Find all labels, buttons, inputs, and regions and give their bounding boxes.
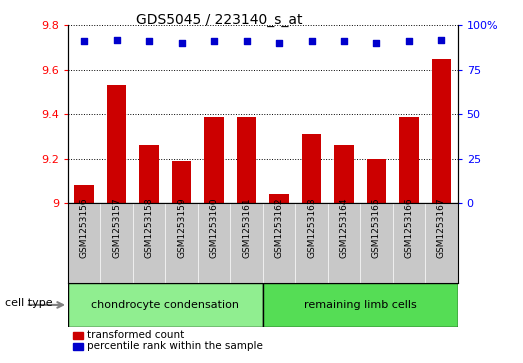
Bar bbox=[68, 283, 263, 327]
Bar bbox=[367, 159, 386, 203]
Bar bbox=[263, 283, 458, 327]
Point bbox=[145, 38, 153, 44]
Point bbox=[177, 40, 186, 46]
Bar bbox=[140, 146, 159, 203]
Point bbox=[340, 38, 348, 44]
Bar bbox=[172, 161, 191, 203]
Point bbox=[112, 37, 121, 42]
Point bbox=[242, 38, 251, 44]
Bar bbox=[237, 117, 256, 203]
Bar bbox=[302, 134, 321, 203]
Bar bbox=[74, 185, 94, 203]
Bar bbox=[399, 117, 418, 203]
Bar bbox=[107, 85, 127, 203]
Point bbox=[437, 37, 446, 42]
Point bbox=[308, 38, 316, 44]
Text: remaining limb cells: remaining limb cells bbox=[304, 300, 417, 310]
Text: cell type: cell type bbox=[5, 298, 53, 308]
Text: transformed count: transformed count bbox=[87, 330, 184, 340]
Point bbox=[210, 38, 218, 44]
Point bbox=[372, 40, 381, 46]
Bar bbox=[204, 117, 224, 203]
Text: percentile rank within the sample: percentile rank within the sample bbox=[87, 341, 263, 351]
Bar bbox=[269, 195, 289, 203]
Bar bbox=[334, 146, 354, 203]
Bar bbox=[431, 59, 451, 203]
Point bbox=[405, 38, 413, 44]
Text: GDS5045 / 223140_s_at: GDS5045 / 223140_s_at bbox=[137, 13, 303, 27]
Point bbox=[275, 40, 283, 46]
Text: chondrocyte condensation: chondrocyte condensation bbox=[92, 300, 240, 310]
Point bbox=[80, 38, 88, 44]
